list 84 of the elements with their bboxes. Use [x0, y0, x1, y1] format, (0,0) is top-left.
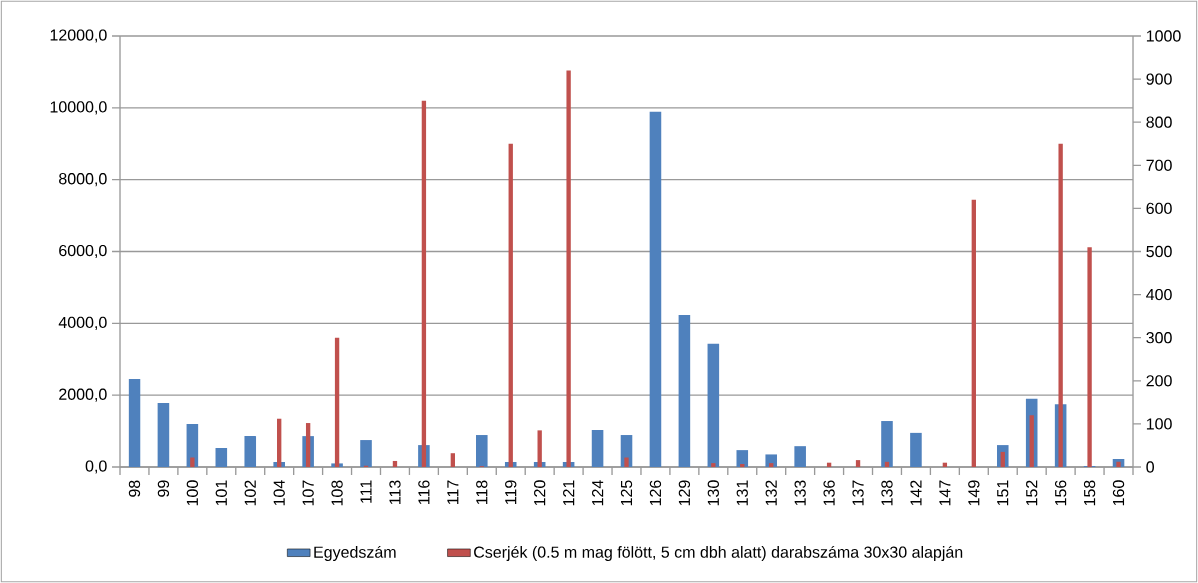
y2-tick-label: 500: [1146, 245, 1172, 258]
legend-label: Cserjék (0.5 m mag fölött, 5 cm dbh alatt) darabszáma 30x30 alapján: [474, 545, 963, 561]
x-tick-label: 113: [389, 480, 401, 505]
bar: [649, 111, 662, 467]
y2-tick-label: 700: [1146, 159, 1172, 171]
y2-tick-label: 400: [1146, 288, 1172, 301]
bar: [736, 450, 749, 467]
x-tick-label: 138: [881, 480, 893, 506]
x-tick-label: 102: [244, 480, 256, 506]
bar: [1116, 461, 1121, 467]
x-tick-label: 116: [418, 480, 430, 505]
y-tick-label: 12000,0: [50, 29, 107, 43]
x-tick-label: 99: [157, 480, 170, 497]
bar: [971, 199, 976, 467]
y-tick-label: 0,0: [85, 460, 107, 474]
y-tick-label: 6000,0: [59, 244, 107, 259]
x-tick-label: 108: [331, 480, 343, 506]
y2-tick-label: 0: [1146, 461, 1154, 473]
legend-label: Egyedszám: [314, 545, 396, 561]
x-tick-label: 107: [302, 480, 314, 506]
bar: [186, 423, 199, 467]
y-tick-label: 10000,0: [50, 101, 107, 115]
bar: [1000, 451, 1005, 467]
bar: [740, 463, 745, 467]
bar: [711, 463, 716, 467]
bar: [794, 446, 806, 467]
y-tick-label: 4000,0: [58, 316, 107, 330]
x-tick-label: 152: [1026, 480, 1038, 506]
y2-tick-label: 900: [1146, 73, 1172, 85]
bar: [769, 463, 774, 467]
x-tick-label: 133: [794, 480, 806, 506]
y2-tick-label: 300: [1146, 332, 1172, 344]
bar: [884, 461, 890, 467]
y2-tick-label: 200: [1146, 375, 1172, 387]
x-tick-label: 104: [273, 480, 285, 506]
y2-tick-label: 600: [1146, 202, 1172, 215]
bar: [1087, 247, 1092, 467]
x-tick-label: 129: [678, 480, 691, 506]
bar: [624, 457, 629, 467]
x-tick-label: 118: [476, 480, 488, 505]
bar: [1029, 415, 1034, 467]
x-tick-label: 111: [360, 480, 372, 503]
bar: [215, 447, 228, 467]
x-tick-label: 101: [215, 480, 227, 506]
y2-tick-label: 800: [1146, 116, 1172, 128]
y-tick-label: 8000,0: [59, 173, 107, 187]
bar: [678, 315, 691, 467]
bar: [190, 457, 195, 467]
x-tick-label: 98: [128, 480, 141, 497]
bar: [450, 453, 456, 467]
x-tick-label: 131: [736, 480, 748, 506]
x-tick-label: 117: [447, 480, 459, 505]
x-tick-label: 100: [186, 480, 199, 506]
x-tick-label: 156: [1054, 480, 1067, 506]
x-tick-label: 119: [505, 480, 517, 505]
y-tick-label: 2000,0: [59, 388, 107, 402]
bar: [128, 379, 141, 467]
bar: [910, 432, 922, 467]
x-tick-label: 120: [534, 480, 546, 506]
x-tick-label: 124: [591, 480, 604, 506]
bar: [476, 435, 488, 467]
x-tick-label: 149: [968, 480, 980, 506]
bar: [157, 403, 170, 467]
bar: [360, 440, 372, 467]
bar: [707, 343, 720, 467]
x-tick-label: 142: [910, 480, 922, 506]
x-tick-label: 126: [649, 480, 662, 506]
bar: [855, 460, 861, 467]
x-tick-label: 160: [1112, 480, 1125, 506]
x-tick-label: 132: [765, 480, 777, 506]
y2-tick-label: 100: [1146, 418, 1172, 430]
y2-tick-label: 1000: [1146, 30, 1181, 42]
x-tick-label: 136: [823, 480, 835, 506]
x-tick-label: 147: [939, 480, 951, 506]
x-tick-label: 137: [852, 480, 864, 506]
bar: [244, 436, 257, 467]
x-tick-label: 125: [620, 480, 633, 506]
x-tick-label: 151: [997, 480, 1009, 506]
bar: [881, 421, 893, 467]
x-tick-label: 158: [1083, 480, 1096, 506]
bar: [392, 460, 398, 467]
x-tick-label: 121: [563, 480, 575, 506]
bar: [591, 430, 604, 467]
x-tick-label: 130: [707, 480, 719, 506]
